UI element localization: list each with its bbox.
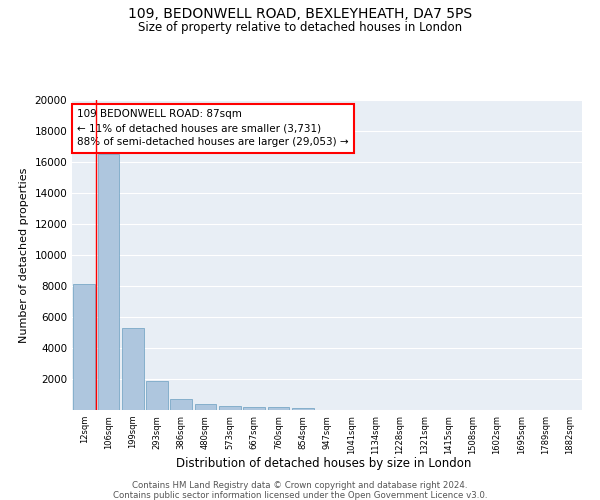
Text: Size of property relative to detached houses in London: Size of property relative to detached ho… bbox=[138, 21, 462, 34]
Bar bbox=[146, 382, 168, 410]
Bar bbox=[292, 408, 314, 410]
Text: Contains HM Land Registry data © Crown copyright and database right 2024.: Contains HM Land Registry data © Crown c… bbox=[132, 481, 468, 490]
Bar bbox=[170, 399, 192, 410]
Bar bbox=[194, 404, 217, 410]
Text: 109 BEDONWELL ROAD: 87sqm
← 11% of detached houses are smaller (3,731)
88% of se: 109 BEDONWELL ROAD: 87sqm ← 11% of detac… bbox=[77, 110, 349, 148]
Bar bbox=[73, 284, 95, 410]
Y-axis label: Number of detached properties: Number of detached properties bbox=[19, 168, 29, 342]
Text: 109, BEDONWELL ROAD, BEXLEYHEATH, DA7 5PS: 109, BEDONWELL ROAD, BEXLEYHEATH, DA7 5P… bbox=[128, 8, 472, 22]
Bar bbox=[243, 406, 265, 410]
Text: Distribution of detached houses by size in London: Distribution of detached houses by size … bbox=[176, 458, 472, 470]
Bar bbox=[268, 407, 289, 410]
Text: Contains public sector information licensed under the Open Government Licence v3: Contains public sector information licen… bbox=[113, 491, 487, 500]
Bar bbox=[219, 406, 241, 410]
Bar bbox=[97, 154, 119, 410]
Bar bbox=[122, 328, 143, 410]
